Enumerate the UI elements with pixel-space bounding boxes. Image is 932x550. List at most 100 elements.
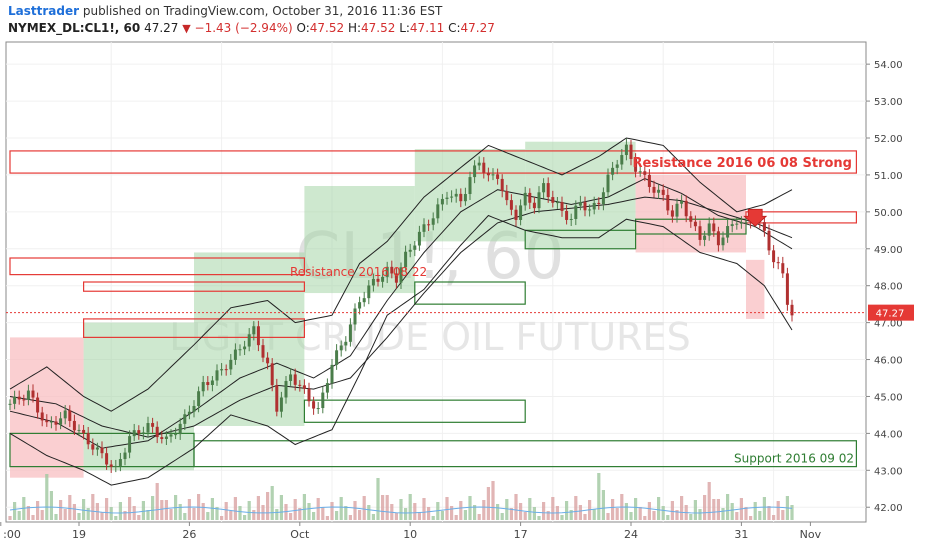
symbol-label[interactable]: NYMEX_DL:CL1!, 60 xyxy=(8,21,141,35)
volume-bar xyxy=(758,511,762,520)
candle-body xyxy=(776,262,780,264)
volume-bar xyxy=(772,515,776,520)
candle-body xyxy=(367,285,371,299)
volume-bar xyxy=(463,510,467,520)
candle-body xyxy=(735,223,739,225)
volume-bar xyxy=(63,509,67,520)
volume-bar xyxy=(413,503,417,520)
volume-bar xyxy=(560,515,564,520)
volume-bar xyxy=(36,501,40,520)
candle-body xyxy=(105,453,109,465)
volume-bar xyxy=(339,497,343,520)
volume-bar xyxy=(629,512,633,520)
volume-bar xyxy=(551,497,555,520)
zone-box-outline-red xyxy=(9,150,858,174)
candle-body xyxy=(551,197,555,203)
candle-body xyxy=(362,298,366,303)
x-tick-label: 17 xyxy=(514,528,528,541)
volume-bar xyxy=(514,494,518,520)
candle-body xyxy=(256,326,260,346)
volume-bar xyxy=(243,515,247,520)
volume-bar xyxy=(583,514,587,520)
candle-body xyxy=(215,370,219,381)
volume-bar xyxy=(698,509,702,520)
candle-body xyxy=(790,304,794,316)
volume-bar xyxy=(680,496,684,520)
volume-bar xyxy=(316,498,320,520)
candle-body xyxy=(335,350,339,365)
candle-body xyxy=(781,263,785,274)
open-label: O: xyxy=(292,21,310,35)
volume-bar xyxy=(307,503,311,520)
candle-body xyxy=(109,464,113,467)
volume-bar xyxy=(201,503,205,520)
volume-bar xyxy=(634,498,638,520)
candle-body xyxy=(348,324,352,342)
volume-bar xyxy=(40,510,44,520)
volume-bar xyxy=(422,498,426,520)
volume-bar xyxy=(289,513,293,520)
annotations: Resistance 2016 06 08 Strong Resistance 2… xyxy=(6,156,866,465)
volume-bar xyxy=(753,502,757,520)
volume-bar xyxy=(509,508,513,520)
candle-body xyxy=(459,193,463,202)
candle-body xyxy=(394,273,398,283)
volume-bar xyxy=(54,514,58,520)
volume-bar xyxy=(321,507,325,520)
volume-bar xyxy=(118,502,122,520)
candle-body xyxy=(114,465,118,467)
annotation-label: Resistance 2016 08 22 xyxy=(290,265,427,279)
author-link[interactable]: Lasttrader xyxy=(8,4,80,18)
candle-body xyxy=(128,436,132,453)
volume-bar xyxy=(362,496,366,520)
volume-bar xyxy=(279,495,283,520)
candle-body xyxy=(739,222,743,224)
price-chart[interactable]: CL1!, 60 LIGHT CRUDE OIL FUTURES Resista… xyxy=(0,40,932,550)
candle-body xyxy=(615,164,619,168)
low-value: 47.11 xyxy=(409,21,445,35)
volume-bar xyxy=(592,509,596,520)
candle-body xyxy=(17,396,21,400)
x-tick-label: 10 xyxy=(403,528,417,541)
candle-body xyxy=(712,223,716,232)
volume-bar xyxy=(762,497,766,520)
volume-bar xyxy=(473,505,477,520)
volume-bar xyxy=(749,516,753,520)
price-axis[interactable]: 42.00 43.00 44.00 45.00 46.00 47.00 48.00 49.00… xyxy=(866,60,914,514)
last-price-text: 47.27 xyxy=(140,21,183,35)
volume-bar xyxy=(105,498,109,520)
time-axis[interactable]: :00 19 26 Oct 10 17 24 31 Nov xyxy=(0,522,822,541)
candle-body xyxy=(684,200,688,217)
candle-body xyxy=(726,226,730,238)
candle-body xyxy=(523,192,527,206)
candle-body xyxy=(201,382,205,392)
zone-box-fill-green xyxy=(83,322,194,471)
candle-body xyxy=(312,401,316,409)
down-arrow-icon xyxy=(743,208,768,227)
candle-body xyxy=(13,396,17,404)
volume-bar xyxy=(781,510,785,520)
symbol-line: NYMEX_DL:CL1!, 60 47.27 ▼ −1.43 (−2.94%)… xyxy=(8,21,495,35)
x-tick-label: 26 xyxy=(182,528,196,541)
candle-body xyxy=(141,432,145,434)
volume-bar xyxy=(114,516,118,520)
last-price-badge xyxy=(868,304,914,321)
candle-body xyxy=(408,249,412,252)
high-value: 47.52 xyxy=(361,21,396,35)
volume-bar xyxy=(546,511,550,520)
candle-body xyxy=(243,346,247,350)
candle-body xyxy=(601,192,605,205)
close-label: C: xyxy=(444,21,461,35)
candle-body xyxy=(693,221,697,227)
candle-body xyxy=(670,210,674,217)
volume-bar xyxy=(252,510,256,520)
volume-bar xyxy=(247,501,251,520)
volume-bar xyxy=(146,510,150,520)
candle-body xyxy=(454,193,458,197)
candle-body xyxy=(192,405,196,412)
candle-body xyxy=(31,390,35,398)
volume-bar xyxy=(275,509,279,520)
candle-body xyxy=(36,397,40,413)
candle-body xyxy=(344,341,348,346)
volume-bar xyxy=(661,506,665,520)
